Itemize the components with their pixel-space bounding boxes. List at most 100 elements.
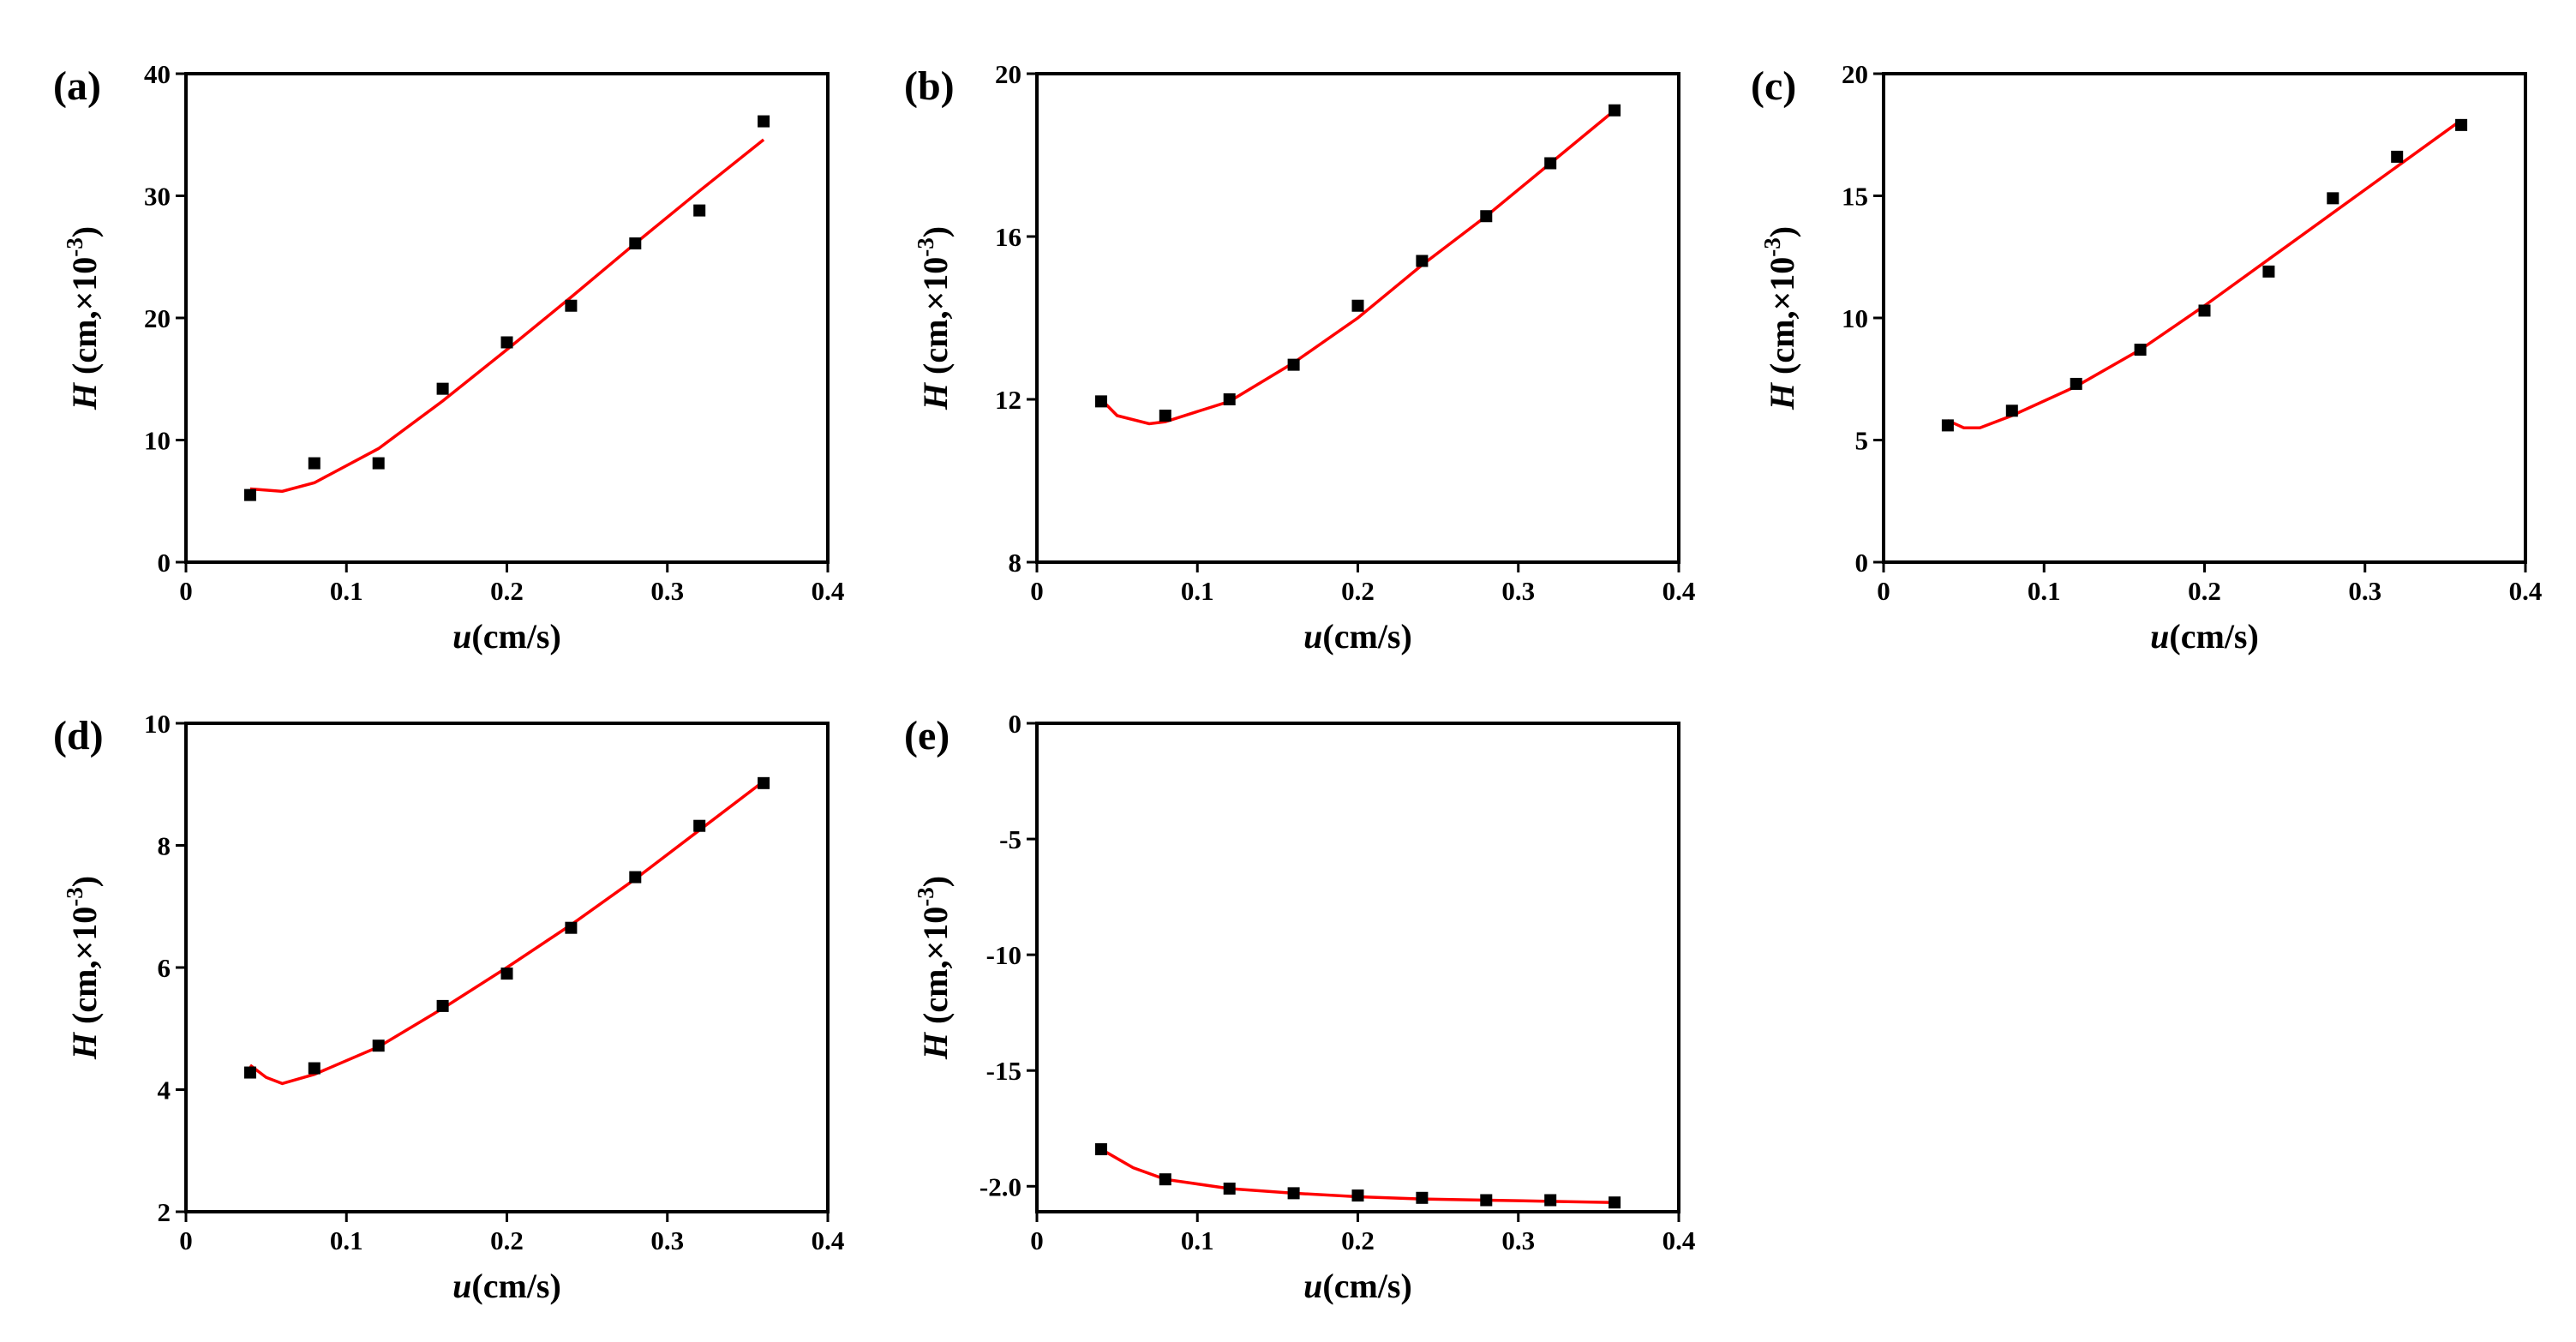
y-tick-label: 12 (995, 385, 1021, 415)
data-point (1609, 1196, 1621, 1209)
y-axis-label: H (cm,×10-3) (62, 226, 104, 410)
x-axis-label: u(cm/s) (452, 1267, 561, 1305)
y-axis-label: H (cm,×10-3) (1759, 226, 1801, 410)
data-point (2391, 150, 2404, 163)
x-tick-label: 0 (1030, 1225, 1044, 1255)
y-axis-exponent: -3 (913, 887, 938, 907)
x-tick-label: 0.1 (330, 1225, 363, 1255)
data-point (308, 1062, 321, 1075)
y-axis-label: H (cm,×10-3) (913, 226, 955, 410)
data-point (1609, 104, 1621, 117)
y-axis-unit: (cm,×10 (916, 257, 955, 383)
x-tick-label: 0 (179, 1225, 193, 1255)
y-tick-label: 6 (158, 953, 171, 983)
plot-frame (184, 72, 830, 564)
x-tick-label: 0.1 (1181, 576, 1214, 606)
x-tick-label: 0 (1030, 576, 1044, 606)
data-point (243, 488, 256, 501)
data-point (1351, 299, 1364, 312)
x-tick-label: 0.2 (1341, 1225, 1375, 1255)
y-axis-symbol: H (916, 381, 955, 410)
data-point (243, 1066, 256, 1079)
data-point (758, 115, 770, 128)
data-point (2070, 377, 2082, 390)
x-tick-label: 0.3 (650, 1225, 684, 1255)
y-tick-label: 8 (1009, 548, 1022, 578)
x-tick-label: 0.4 (812, 1225, 845, 1255)
data-point (1480, 210, 1493, 223)
y-tick-label: 5 (1855, 426, 1869, 456)
x-tick-label: 0.3 (2348, 576, 2381, 606)
y-tick-label: 10 (1842, 303, 1868, 333)
data-point (436, 382, 449, 395)
y-tick-label: 40 (144, 59, 171, 89)
x-tick-label: 0.1 (1181, 1225, 1214, 1255)
x-axis-unit: (cm/s) (2169, 617, 2258, 656)
y-tick-label: -10 (986, 940, 1021, 970)
data-point (2455, 118, 2468, 131)
x-axis-symbol: u (1303, 1267, 1322, 1305)
x-axis-symbol: u (2150, 617, 2169, 656)
data-point (436, 999, 449, 1012)
x-axis-unit: (cm/s) (471, 1267, 560, 1305)
x-tick-label: 0.2 (490, 1225, 524, 1255)
plot-frame (1882, 72, 2527, 564)
data-point (1416, 1191, 1429, 1204)
y-tick-label: 0 (1855, 548, 1869, 578)
x-tick-label: 0.1 (2028, 576, 2061, 606)
y-tick-label: 20 (144, 303, 171, 333)
data-point (693, 204, 706, 217)
x-axis-symbol: u (1303, 617, 1322, 656)
y-axis-symbol: H (1763, 381, 1801, 410)
y-tick-label: 10 (144, 426, 171, 456)
y-tick-label: 30 (144, 182, 171, 212)
y-axis-close: ) (916, 226, 955, 237)
panel-label: (e) (904, 713, 950, 758)
y-axis-unit: (cm,×10 (1763, 257, 1801, 383)
x-axis-unit: (cm/s) (471, 617, 560, 656)
data-point (2262, 265, 2275, 278)
data-point (308, 457, 321, 470)
data-point (1223, 393, 1236, 405)
y-axis-exponent: -3 (1759, 237, 1785, 257)
y-axis-exponent: -3 (913, 237, 938, 257)
data-point (1159, 410, 1171, 422)
y-tick-label: 8 (158, 831, 171, 861)
y-tick-label: 2 (158, 1197, 171, 1227)
data-point (372, 457, 385, 470)
x-tick-label: 0.2 (2188, 576, 2221, 606)
x-axis-label: u(cm/s) (1303, 617, 1412, 656)
x-axis-symbol: u (452, 1267, 471, 1305)
y-axis-symbol: H (65, 381, 104, 410)
data-point (1480, 1194, 1493, 1207)
y-axis-close: ) (916, 876, 955, 887)
fit-curve (1947, 118, 2463, 429)
y-tick-label: -2.0 (979, 1171, 1021, 1201)
y-axis-exponent: -3 (62, 887, 87, 907)
y-axis-close: ) (1763, 226, 1801, 237)
x-axis-unit: (cm/s) (1322, 1267, 1411, 1305)
x-tick-label: 0 (179, 576, 193, 606)
data-point (565, 921, 578, 934)
data-point (1287, 1187, 1300, 1200)
fit-curve (1099, 109, 1616, 426)
data-point (629, 871, 642, 884)
panel-label: (d) (53, 713, 104, 758)
x-tick-label: 0.3 (650, 576, 684, 606)
fit-curve (1100, 1147, 1615, 1204)
data-point (1159, 1173, 1171, 1186)
x-axis-label: u(cm/s) (1303, 1267, 1412, 1305)
x-axis-label: u(cm/s) (452, 617, 561, 656)
data-point (1544, 1194, 1557, 1207)
x-tick-label: 0.4 (812, 576, 845, 606)
y-axis-unit: (cm,×10 (65, 907, 104, 1033)
data-point (2327, 192, 2339, 205)
y-axis-symbol: H (916, 1031, 955, 1060)
data-point (1544, 157, 1557, 170)
data-point (1351, 1189, 1364, 1202)
data-point (372, 1039, 385, 1052)
data-point (2134, 344, 2147, 356)
y-axis-unit: (cm,×10 (65, 257, 104, 383)
